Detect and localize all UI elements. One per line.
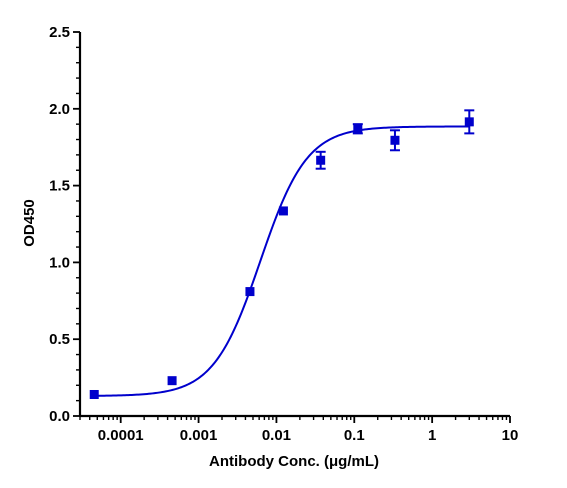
- fit-curve-layer: [94, 125, 470, 397]
- data-point: [167, 376, 177, 386]
- y-axis-title: OD450: [21, 199, 38, 247]
- x-tick-label: 0.001: [180, 427, 218, 444]
- x-tick-label: 1: [428, 427, 436, 444]
- data-point: [316, 155, 326, 165]
- x-tick-label: 0.01: [262, 427, 291, 444]
- y-tick-label: 0.0: [49, 408, 70, 425]
- y-tick-label: 1.5: [49, 178, 70, 195]
- data-point: [353, 124, 363, 134]
- x-tick-label: 10: [502, 427, 519, 444]
- data-point: [390, 135, 400, 145]
- data-point: [89, 389, 99, 399]
- data-point: [464, 117, 474, 127]
- y-tick-label: 2.5: [49, 24, 70, 41]
- fit-curve: [94, 125, 470, 397]
- data-point: [278, 206, 288, 216]
- x-tick-label: 0.0001: [98, 427, 144, 444]
- y-tick-label: 0.5: [49, 331, 70, 348]
- y-tick-label: 2.0: [49, 101, 70, 118]
- x-axis-title: Antibody Conc. (μg/mL): [209, 453, 379, 470]
- y-tick-label: 1.0: [49, 254, 70, 271]
- data-point: [245, 287, 255, 297]
- axes: 0.0 0.5 1.0 1.5 2.0 2.5 0.0001 0.001 0.01 0.1 1 10: [49, 24, 518, 444]
- data-point-layer: [89, 117, 474, 399]
- x-tick-label: 0.1: [344, 427, 365, 444]
